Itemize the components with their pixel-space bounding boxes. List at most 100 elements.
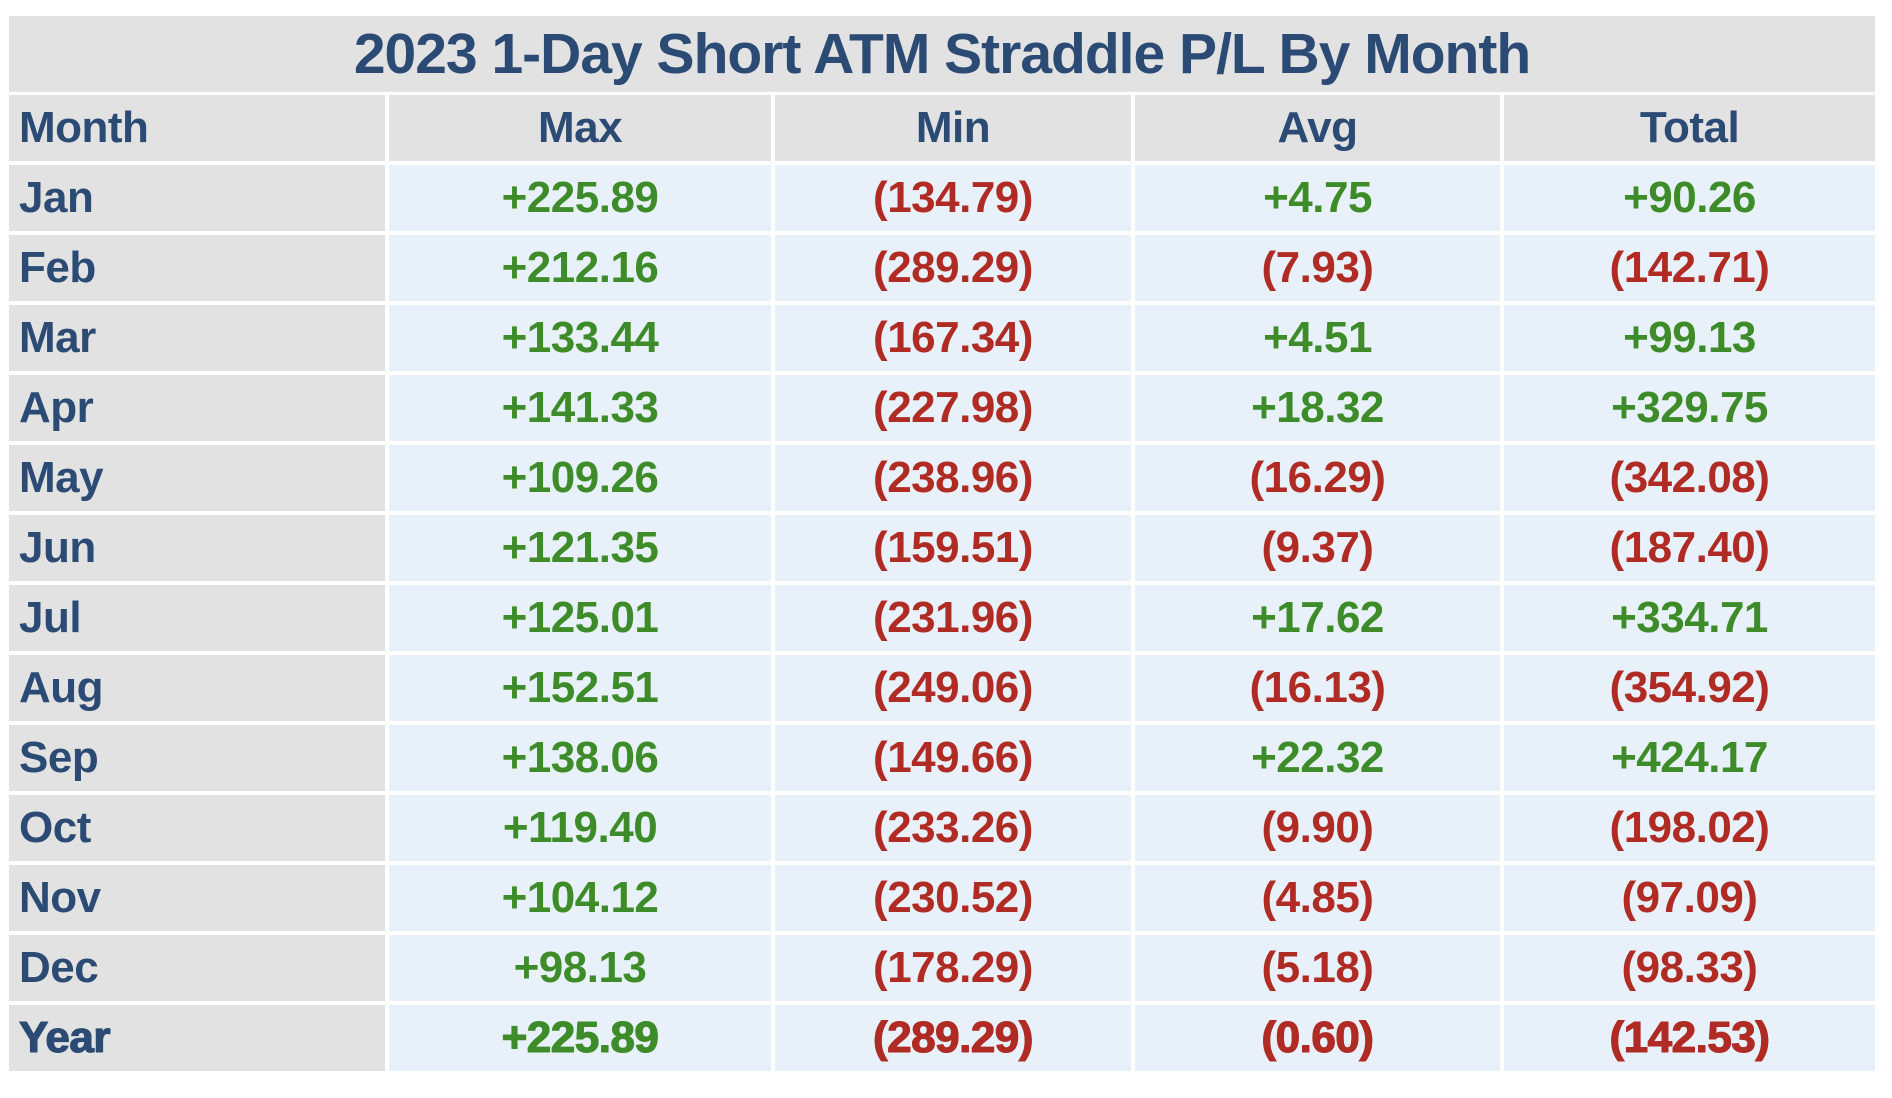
max-value: +98.13 — [513, 943, 647, 992]
max-value: +212.16 — [501, 243, 659, 292]
min-value: (230.52) — [873, 873, 1033, 922]
min-cell: (149.66) — [775, 725, 1131, 791]
max-cell: +138.06 — [389, 725, 771, 791]
min-cell: (249.06) — [775, 655, 1131, 721]
max-value: +141.33 — [501, 383, 659, 432]
min-cell: (230.52) — [775, 865, 1131, 931]
max-value: +225.89 — [501, 173, 659, 222]
avg-value: +18.32 — [1251, 383, 1384, 432]
avg-cell: +17.62 — [1135, 585, 1500, 651]
total-value: (198.02) — [1609, 803, 1770, 852]
month-cell: Jun — [9, 515, 385, 581]
avg-cell: +4.51 — [1135, 305, 1500, 371]
min-value: (231.96) — [873, 593, 1033, 642]
total-value: +334.71 — [1611, 593, 1768, 642]
max-value: +121.35 — [501, 523, 659, 572]
min-value: (149.66) — [873, 733, 1033, 782]
max-cell: +109.26 — [389, 445, 771, 511]
min-cell: (233.26) — [775, 795, 1131, 861]
max-value: +225.89 — [501, 1013, 659, 1063]
avg-cell: (16.29) — [1135, 445, 1500, 511]
min-cell: (178.29) — [775, 935, 1131, 1001]
avg-value: +17.62 — [1251, 593, 1384, 642]
avg-cell: (9.37) — [1135, 515, 1500, 581]
total-cell: (198.02) — [1504, 795, 1875, 861]
total-cell: (187.40) — [1504, 515, 1875, 581]
month-cell: Sep — [9, 725, 385, 791]
avg-cell: (0.60) — [1135, 1005, 1500, 1071]
max-cell: +119.40 — [389, 795, 771, 861]
total-value: +329.75 — [1611, 383, 1768, 432]
avg-cell: (5.18) — [1135, 935, 1500, 1001]
max-cell: +152.51 — [389, 655, 771, 721]
avg-cell: +22.32 — [1135, 725, 1500, 791]
total-cell: +90.26 — [1504, 165, 1875, 231]
max-cell: +104.12 — [389, 865, 771, 931]
total-value: (97.09) — [1621, 873, 1758, 922]
total-cell: (342.08) — [1504, 445, 1875, 511]
min-value: (238.96) — [873, 453, 1033, 502]
avg-cell: (9.90) — [1135, 795, 1500, 861]
min-cell: (227.98) — [775, 375, 1131, 441]
min-cell: (289.29) — [775, 235, 1131, 301]
max-value: +138.06 — [501, 733, 659, 782]
column-header-month: Month — [9, 95, 385, 161]
total-cell: +334.71 — [1504, 585, 1875, 651]
max-value: +133.44 — [501, 313, 659, 362]
month-cell: May — [9, 445, 385, 511]
total-cell: (354.92) — [1504, 655, 1875, 721]
max-cell: +125.01 — [389, 585, 771, 651]
total-cell: +424.17 — [1504, 725, 1875, 791]
pl-table: Month Max Min Avg Total Jan +225.89 (134… — [9, 95, 1875, 1071]
avg-value: (9.37) — [1261, 523, 1374, 572]
month-cell: Aug — [9, 655, 385, 721]
min-value: (227.98) — [873, 383, 1033, 432]
max-cell: +225.89 — [389, 1005, 771, 1071]
avg-value: (7.93) — [1261, 243, 1374, 292]
month-cell: Jul — [9, 585, 385, 651]
max-cell: +141.33 — [389, 375, 771, 441]
avg-value: +4.75 — [1263, 173, 1372, 222]
total-value: +90.26 — [1623, 173, 1756, 222]
month-cell: Oct — [9, 795, 385, 861]
min-value: (178.29) — [873, 943, 1033, 992]
month-cell: Dec — [9, 935, 385, 1001]
month-cell: Mar — [9, 305, 385, 371]
avg-cell: +18.32 — [1135, 375, 1500, 441]
min-cell: (238.96) — [775, 445, 1131, 511]
avg-value: (5.18) — [1261, 943, 1374, 992]
min-value: (249.06) — [873, 663, 1033, 712]
min-value: (289.29) — [873, 243, 1033, 292]
column-header-min: Min — [775, 95, 1131, 161]
avg-cell: (7.93) — [1135, 235, 1500, 301]
min-cell: (231.96) — [775, 585, 1131, 651]
max-cell: +121.35 — [389, 515, 771, 581]
max-value: +125.01 — [501, 593, 659, 642]
avg-value: (0.60) — [1261, 1013, 1374, 1063]
total-value: +99.13 — [1623, 313, 1756, 362]
min-value: (289.29) — [873, 1013, 1034, 1063]
column-header-avg: Avg — [1135, 95, 1500, 161]
min-cell: (289.29) — [775, 1005, 1131, 1071]
total-cell: (142.53) — [1504, 1005, 1875, 1071]
total-cell: +329.75 — [1504, 375, 1875, 441]
total-cell: (98.33) — [1504, 935, 1875, 1001]
total-cell: +99.13 — [1504, 305, 1875, 371]
total-value: +424.17 — [1611, 733, 1768, 782]
month-cell: Feb — [9, 235, 385, 301]
min-value: (159.51) — [873, 523, 1033, 572]
avg-value: (16.29) — [1249, 453, 1386, 502]
total-cell: (142.71) — [1504, 235, 1875, 301]
month-cell: Nov — [9, 865, 385, 931]
total-value: (142.71) — [1609, 243, 1770, 292]
max-value: +109.26 — [501, 453, 659, 502]
max-value: +104.12 — [501, 873, 659, 922]
min-cell: (167.34) — [775, 305, 1131, 371]
max-cell: +98.13 — [389, 935, 771, 1001]
avg-value: (16.13) — [1249, 663, 1386, 712]
min-value: (167.34) — [873, 313, 1033, 362]
avg-value: (9.90) — [1261, 803, 1374, 852]
max-value: +152.51 — [501, 663, 659, 712]
max-value: +119.40 — [502, 803, 658, 852]
